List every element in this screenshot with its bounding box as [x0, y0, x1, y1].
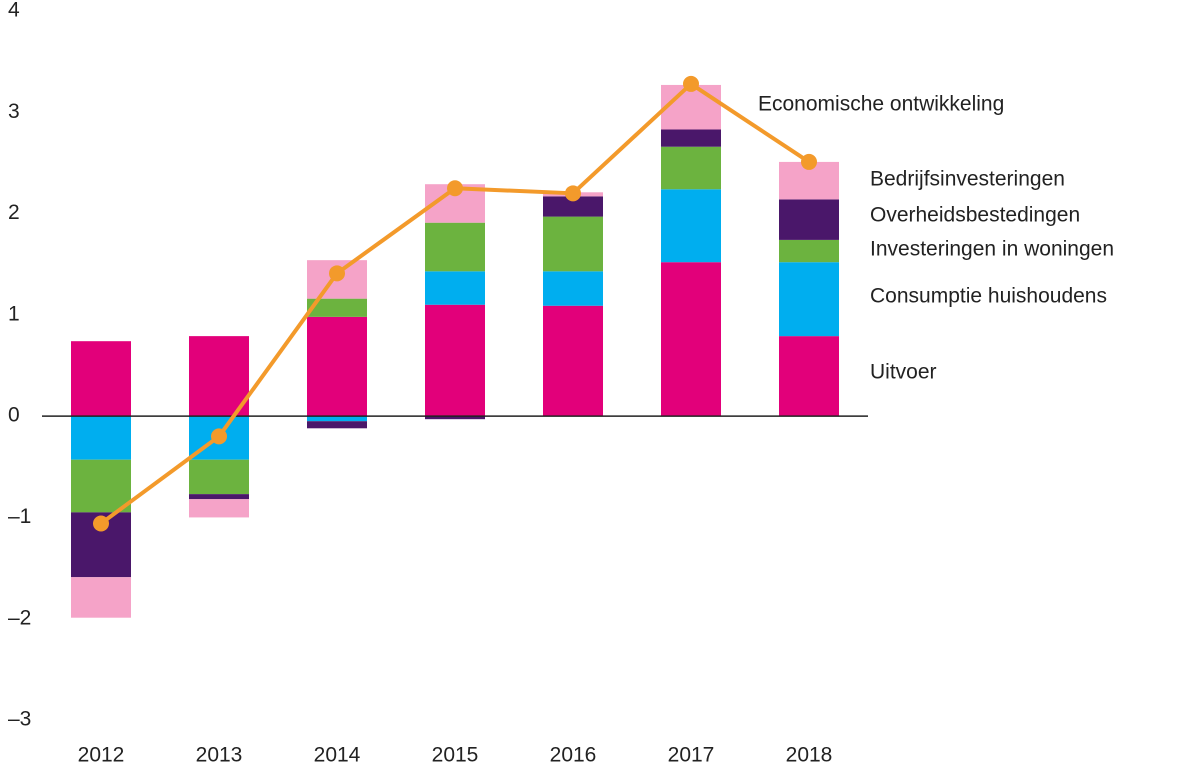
x-tick-label: 2013: [196, 744, 243, 767]
x-tick-label: 2018: [786, 744, 833, 767]
bar-segment: [779, 336, 839, 417]
bar-segment: [307, 421, 367, 429]
bar-segment: [425, 416, 485, 420]
bar-segment: [71, 459, 131, 513]
bar-segment: [71, 341, 131, 417]
y-tick-label: 0: [8, 404, 20, 427]
bar-segment: [661, 189, 721, 263]
line-point: [447, 180, 463, 197]
bar-segment: [661, 84, 721, 130]
bar-segment: [307, 316, 367, 417]
legend-label: Overheidsbestedingen: [870, 204, 1080, 227]
line-point: [801, 153, 817, 170]
line-point: [683, 75, 699, 92]
bar-segment: [661, 262, 721, 417]
y-tick-label: 3: [8, 100, 20, 123]
bar-segment: [189, 494, 249, 500]
bar-segment: [661, 129, 721, 147]
x-tick-label: 2017: [668, 744, 715, 767]
x-tick-label: 2014: [314, 744, 361, 767]
legend-label: Investeringen in woningen: [870, 238, 1114, 261]
bar-segment: [189, 336, 249, 417]
bar-segment: [543, 305, 603, 417]
bar-segment: [661, 146, 721, 190]
bar-segment: [425, 222, 485, 272]
bar-segment: [779, 239, 839, 263]
x-tick-label: 2012: [78, 744, 125, 767]
bar-segment: [779, 262, 839, 337]
bar-segment: [189, 459, 249, 495]
bar-segment: [543, 196, 603, 217]
bar-segment: [779, 199, 839, 240]
y-tick-label: 1: [8, 302, 20, 325]
line-point: [93, 515, 109, 532]
legend-label: Consumptie huishoudens: [870, 285, 1107, 308]
y-tick-label: 4: [8, 0, 20, 22]
bar-segment: [307, 416, 367, 422]
x-tick-label: 2015: [432, 744, 479, 767]
bar-segment: [307, 298, 367, 317]
line-point: [565, 185, 581, 202]
bar-segment: [543, 216, 603, 272]
line-point: [211, 428, 227, 445]
line-point: [329, 265, 345, 282]
bar-segment: [71, 416, 131, 460]
y-tick-label: –2: [8, 606, 31, 629]
bar-segment: [425, 304, 485, 417]
legend-label: Uitvoer: [870, 361, 937, 384]
bar-segment: [189, 499, 249, 518]
y-tick-label: –1: [8, 505, 31, 528]
bar-segment: [543, 271, 603, 306]
legend-label: Economische ontwikkeling: [758, 93, 1004, 116]
y-tick-label: –3: [8, 708, 31, 731]
legend-label: Bedrijfsinvesteringen: [870, 168, 1065, 191]
bar-segment: [425, 271, 485, 305]
y-tick-label: 2: [8, 201, 20, 224]
bar-segment: [71, 577, 131, 618]
x-tick-label: 2016: [550, 744, 597, 767]
